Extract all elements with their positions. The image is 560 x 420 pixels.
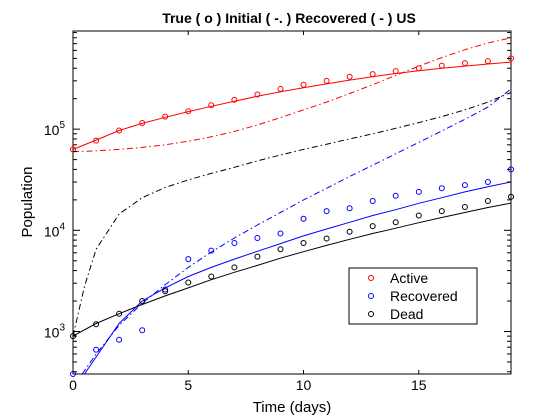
data-point-1-18 xyxy=(484,179,491,185)
data-point-1-2 xyxy=(116,336,123,343)
data-point-2-4 xyxy=(162,288,169,295)
data-point-2-13 xyxy=(369,223,376,230)
x-tick-label-2: 10 xyxy=(296,377,312,393)
data-point-2-19 xyxy=(508,193,514,200)
data-point-1-12 xyxy=(346,205,353,212)
data-point-2-11 xyxy=(323,235,330,242)
x-tick-label-1: 5 xyxy=(184,377,192,393)
data-point-2-12 xyxy=(346,228,353,235)
data-point-2-3 xyxy=(139,298,146,304)
data-point-1-5 xyxy=(185,256,192,263)
data-point-2-16 xyxy=(438,208,445,215)
data-point-0-13 xyxy=(369,71,376,78)
data-point-0-6 xyxy=(208,102,215,109)
data-point-1-1 xyxy=(93,346,100,353)
data-point-2-14 xyxy=(392,219,399,226)
data-point-1-6 xyxy=(208,247,215,254)
y-axis-label: Population xyxy=(19,167,36,238)
data-point-1-3 xyxy=(139,327,146,334)
legend-marker-2 xyxy=(368,311,374,317)
recovered-curve-2 xyxy=(72,202,512,337)
data-point-0-3 xyxy=(139,120,146,126)
data-point-1-11 xyxy=(323,208,330,215)
y-tick-label-2: 105 xyxy=(44,120,66,138)
data-point-1-7 xyxy=(231,240,238,246)
points-layer xyxy=(70,55,514,377)
data-point-2-7 xyxy=(231,264,238,271)
data-point-0-12 xyxy=(346,73,353,80)
data-point-0-14 xyxy=(392,68,399,75)
data-point-0-17 xyxy=(461,60,468,67)
data-point-0-7 xyxy=(231,96,238,103)
initial-curve-2 xyxy=(72,92,512,337)
data-point-2-2 xyxy=(116,310,123,317)
data-point-0-5 xyxy=(185,108,192,115)
data-point-0-4 xyxy=(162,113,169,120)
data-point-2-6 xyxy=(208,273,215,280)
data-point-0-16 xyxy=(438,62,445,69)
data-point-1-13 xyxy=(369,198,376,204)
data-point-1-16 xyxy=(438,185,445,192)
data-point-0-15 xyxy=(415,65,422,72)
data-point-1-8 xyxy=(254,235,261,241)
x-tick-label-0: 0 xyxy=(69,377,77,393)
y-axis-ticks: 103 104 105 xyxy=(44,32,511,373)
legend-label-2: Dead xyxy=(390,306,423,322)
recovered-curve-0 xyxy=(72,61,512,150)
y-tick-label-0: 103 xyxy=(44,323,66,341)
data-point-1-17 xyxy=(461,182,468,189)
data-point-2-9 xyxy=(277,246,284,253)
x-axis-ticks: 0 5 10 15 xyxy=(69,31,427,393)
curves-layer xyxy=(72,37,512,375)
legend: Active Recovered Dead xyxy=(348,267,478,325)
data-point-0-1 xyxy=(93,137,100,144)
x-tick-label-3: 15 xyxy=(411,377,427,393)
data-point-1-14 xyxy=(392,192,399,199)
data-point-0-8 xyxy=(254,91,261,98)
data-point-0-10 xyxy=(300,81,307,88)
data-point-2-15 xyxy=(415,212,422,219)
data-point-1-10 xyxy=(300,215,307,222)
data-point-2-5 xyxy=(185,279,192,286)
data-point-1-9 xyxy=(277,230,284,237)
data-point-0-9 xyxy=(277,85,284,92)
legend-marker-1 xyxy=(368,293,374,299)
data-point-0-18 xyxy=(484,58,491,65)
initial-curve-1 xyxy=(81,88,512,375)
x-axis-label: Time (days) xyxy=(253,399,332,416)
data-point-2-8 xyxy=(254,253,261,260)
legend-label-1: Recovered xyxy=(390,288,458,304)
data-point-1-15 xyxy=(415,188,422,195)
legend-marker-0 xyxy=(368,275,374,281)
y-tick-label-1: 104 xyxy=(44,221,66,239)
data-point-1-4 xyxy=(162,286,169,293)
data-point-2-17 xyxy=(461,204,468,210)
legend-label-0: Active xyxy=(390,270,428,286)
recovered-curve-1 xyxy=(84,181,512,375)
initial-curve-0 xyxy=(72,37,512,153)
data-point-2-18 xyxy=(484,198,491,204)
legend-box xyxy=(348,267,478,325)
data-point-0-2 xyxy=(116,127,123,134)
data-point-2-1 xyxy=(93,321,100,328)
data-point-2-10 xyxy=(300,240,307,246)
data-point-0-11 xyxy=(323,77,330,84)
chart-title: True ( o ) Initial ( -. ) Recovered ( - … xyxy=(162,10,416,26)
